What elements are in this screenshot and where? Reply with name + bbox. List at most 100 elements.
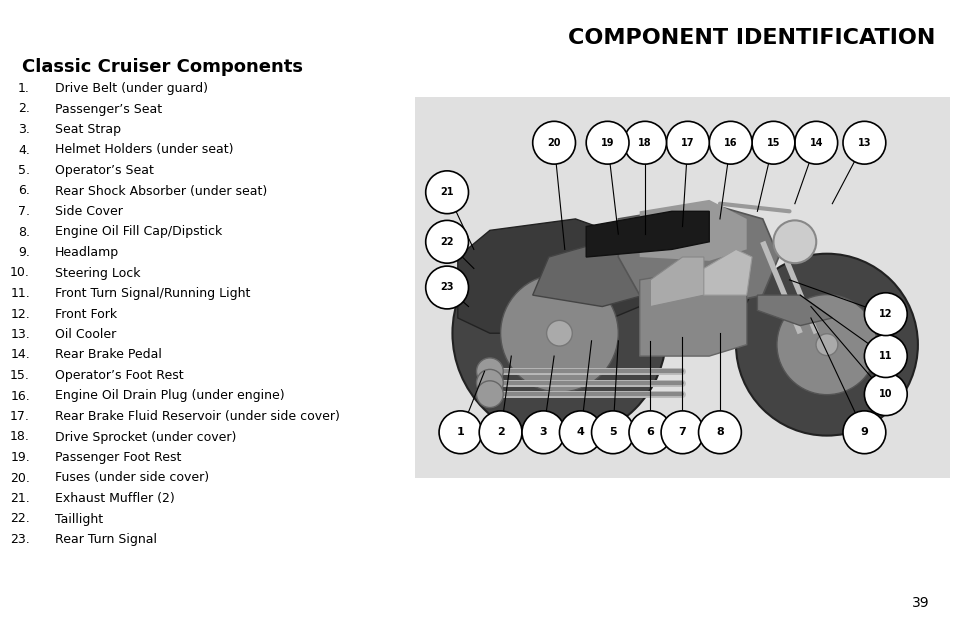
Circle shape <box>660 411 703 454</box>
Text: Drive Belt (under guard): Drive Belt (under guard) <box>55 82 208 95</box>
Text: 13: 13 <box>857 138 870 148</box>
Text: Exhaust Muffler (2): Exhaust Muffler (2) <box>55 492 174 505</box>
Text: 2.: 2. <box>18 102 30 115</box>
Text: 1.: 1. <box>18 82 30 95</box>
Text: 11: 11 <box>878 351 892 361</box>
Text: Engine Oil Drain Plug (under engine): Engine Oil Drain Plug (under engine) <box>55 389 284 403</box>
Text: Front Turn Signal/Running Light: Front Turn Signal/Running Light <box>55 287 250 300</box>
Text: Headlamp: Headlamp <box>55 246 119 259</box>
Text: 15: 15 <box>766 138 780 148</box>
Circle shape <box>478 411 521 454</box>
Circle shape <box>794 121 837 164</box>
Text: Rear Brake Fluid Reservoir (under side cover): Rear Brake Fluid Reservoir (under side c… <box>55 410 339 423</box>
Text: Passenger Foot Rest: Passenger Foot Rest <box>55 451 181 464</box>
Text: 9.: 9. <box>18 246 30 259</box>
Text: COMPONENT IDENTIFICATION: COMPONENT IDENTIFICATION <box>567 28 934 48</box>
Text: 11.: 11. <box>10 287 30 300</box>
Text: 21: 21 <box>440 187 454 198</box>
Text: Taillight: Taillight <box>55 512 103 525</box>
Circle shape <box>500 275 618 392</box>
Text: 8: 8 <box>716 427 723 437</box>
Circle shape <box>863 373 906 416</box>
Circle shape <box>628 411 671 454</box>
Polygon shape <box>703 250 751 295</box>
Circle shape <box>666 121 708 164</box>
Text: Oil Cooler: Oil Cooler <box>55 328 116 341</box>
Circle shape <box>863 293 906 335</box>
Text: Drive Sprocket (under cover): Drive Sprocket (under cover) <box>55 431 236 443</box>
Circle shape <box>773 220 816 263</box>
Text: 14.: 14. <box>10 349 30 362</box>
Text: 10.: 10. <box>10 266 30 280</box>
Circle shape <box>558 411 601 454</box>
Text: Rear Turn Signal: Rear Turn Signal <box>55 533 157 546</box>
Polygon shape <box>757 295 831 325</box>
Text: 5: 5 <box>609 427 617 437</box>
Text: 23.: 23. <box>10 533 30 546</box>
Circle shape <box>842 121 885 164</box>
Text: Side Cover: Side Cover <box>55 205 123 218</box>
Text: 16.: 16. <box>10 389 30 403</box>
Text: 18: 18 <box>638 138 651 148</box>
Text: 9: 9 <box>860 427 867 437</box>
Text: 23: 23 <box>440 283 454 293</box>
Circle shape <box>735 254 917 436</box>
Circle shape <box>842 411 885 454</box>
Bar <box>415 97 949 478</box>
Text: 3: 3 <box>539 427 547 437</box>
Polygon shape <box>650 257 703 307</box>
Text: Rear Shock Absorber (under seat): Rear Shock Absorber (under seat) <box>55 184 267 198</box>
Polygon shape <box>457 219 639 333</box>
Text: Passenger’s Seat: Passenger’s Seat <box>55 102 162 115</box>
Text: 4: 4 <box>577 427 584 437</box>
Text: 6: 6 <box>646 427 654 437</box>
Text: Engine Oil Fill Cap/Dipstick: Engine Oil Fill Cap/Dipstick <box>55 226 222 238</box>
Text: 1: 1 <box>456 427 464 437</box>
Polygon shape <box>532 234 671 307</box>
Text: 19.: 19. <box>10 451 30 464</box>
Circle shape <box>476 381 503 408</box>
Text: 21.: 21. <box>10 492 30 505</box>
Circle shape <box>776 295 876 394</box>
Text: Rear Brake Pedal: Rear Brake Pedal <box>55 349 162 362</box>
Text: Front Fork: Front Fork <box>55 307 117 320</box>
Text: Operator’s Seat: Operator’s Seat <box>55 164 153 177</box>
Circle shape <box>751 121 794 164</box>
Circle shape <box>546 320 572 346</box>
Text: 10: 10 <box>878 389 892 399</box>
Text: Classic Cruiser Components: Classic Cruiser Components <box>22 58 303 76</box>
Circle shape <box>438 411 481 454</box>
Text: 39: 39 <box>911 596 929 610</box>
Polygon shape <box>639 268 746 356</box>
Text: 3.: 3. <box>18 123 30 136</box>
Text: 16: 16 <box>723 138 737 148</box>
Text: 22.: 22. <box>10 512 30 525</box>
Text: 12.: 12. <box>10 307 30 320</box>
Text: Helmet Holders (under seat): Helmet Holders (under seat) <box>55 144 233 157</box>
Text: Steering Lock: Steering Lock <box>55 266 140 280</box>
Text: 22: 22 <box>440 237 454 247</box>
Text: 12: 12 <box>878 309 892 319</box>
Polygon shape <box>618 204 778 307</box>
Circle shape <box>425 266 468 309</box>
Circle shape <box>863 335 906 377</box>
Text: 8.: 8. <box>18 226 30 238</box>
Circle shape <box>815 334 837 356</box>
Circle shape <box>452 226 666 440</box>
Text: 18.: 18. <box>10 431 30 443</box>
Circle shape <box>585 121 628 164</box>
Text: 20.: 20. <box>10 472 30 485</box>
Text: 7.: 7. <box>18 205 30 218</box>
Text: 14: 14 <box>809 138 822 148</box>
Circle shape <box>476 358 503 385</box>
Circle shape <box>532 121 575 164</box>
Circle shape <box>476 369 503 396</box>
Text: Fuses (under side cover): Fuses (under side cover) <box>55 472 209 485</box>
Circle shape <box>708 121 751 164</box>
Text: 17: 17 <box>680 138 694 148</box>
Circle shape <box>591 411 634 454</box>
Circle shape <box>521 411 564 454</box>
Text: 19: 19 <box>600 138 614 148</box>
Polygon shape <box>585 211 708 257</box>
Text: 7: 7 <box>678 427 685 437</box>
